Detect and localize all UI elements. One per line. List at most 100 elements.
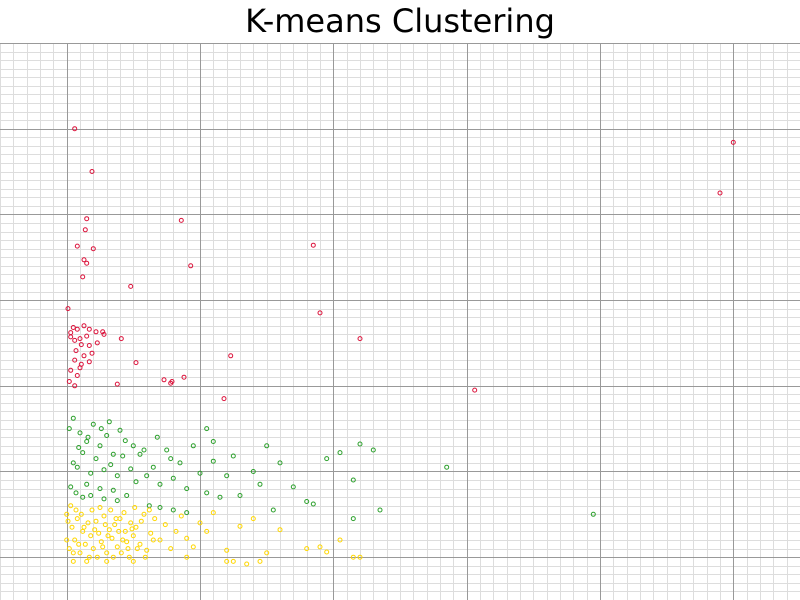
data-point (70, 325, 76, 330)
data-point (217, 494, 223, 500)
data-point (70, 558, 76, 564)
data-point (717, 190, 723, 196)
data-point (93, 329, 99, 335)
data-point (114, 498, 120, 504)
data-point (102, 522, 108, 528)
data-point (70, 550, 76, 556)
data-point (137, 541, 143, 547)
data-point (65, 518, 71, 524)
data-point (210, 510, 216, 516)
data-point (224, 473, 230, 479)
data-point (66, 379, 72, 384)
data-point (148, 530, 154, 536)
data-point (230, 558, 236, 564)
data-point (224, 547, 230, 553)
data-point (150, 537, 156, 543)
data-point (73, 507, 79, 513)
data-point (197, 520, 203, 526)
data-point (324, 456, 330, 462)
data-point (337, 537, 343, 543)
data-point (77, 336, 83, 342)
data-point (152, 516, 158, 522)
data-point (126, 554, 132, 560)
data-point (88, 470, 94, 476)
data-point (84, 333, 90, 339)
data-point (197, 470, 203, 476)
data-point (184, 535, 190, 541)
data-point (472, 387, 478, 393)
data-point (317, 310, 323, 316)
data-point (82, 227, 88, 233)
data-point (168, 456, 174, 462)
data-point (78, 342, 84, 348)
data-point (130, 558, 136, 564)
data-point (92, 527, 98, 533)
data-point (97, 443, 103, 449)
data-point (101, 331, 107, 337)
data-point (230, 453, 236, 459)
data-point (105, 533, 111, 539)
data-point (77, 430, 83, 436)
data-point (270, 507, 276, 513)
data-point (164, 447, 170, 453)
data-point (137, 451, 143, 457)
chart-title: K-means Clustering (245, 2, 555, 40)
data-point (120, 453, 126, 459)
data-point (80, 274, 86, 280)
data-point (97, 505, 103, 510)
data-point (72, 337, 78, 343)
data-points (64, 126, 736, 567)
data-point (210, 458, 216, 464)
data-point (444, 464, 450, 470)
data-point (77, 365, 83, 371)
data-point (181, 374, 187, 380)
data-point (124, 539, 130, 545)
cluster-2-series (64, 503, 363, 567)
data-point (128, 520, 134, 526)
data-point (169, 379, 175, 384)
data-point (101, 496, 107, 502)
data-point (100, 329, 106, 335)
data-point (72, 537, 78, 543)
data-point (370, 447, 376, 453)
data-point (74, 326, 80, 332)
data-point (210, 439, 216, 444)
cluster-1-series (66, 415, 596, 522)
data-point (142, 554, 148, 560)
data-point (357, 441, 363, 447)
data-point (118, 550, 124, 556)
data-point (110, 487, 116, 493)
data-point (128, 466, 134, 472)
data-point (72, 383, 78, 389)
data-point (97, 486, 103, 492)
data-point (130, 533, 136, 539)
data-point (184, 554, 190, 560)
data-point (138, 518, 144, 524)
data-point (81, 323, 87, 329)
data-point (64, 537, 70, 543)
data-point (109, 535, 115, 541)
data-point (86, 343, 92, 348)
data-point (144, 547, 150, 553)
data-point (357, 336, 363, 342)
data-point (177, 460, 183, 466)
data-point (350, 554, 356, 560)
data-point (73, 490, 79, 496)
data-point (84, 439, 90, 444)
data-point (84, 558, 90, 564)
data-point (118, 336, 124, 342)
data-point (146, 507, 152, 513)
data-point (224, 558, 230, 564)
data-point (68, 503, 74, 509)
data-point (122, 438, 128, 444)
data-point (121, 510, 127, 516)
data-point (80, 450, 86, 456)
data-point (114, 381, 120, 387)
data-point (88, 493, 94, 498)
data-point (157, 537, 163, 543)
data-point (96, 530, 102, 536)
data-point (98, 426, 104, 432)
data-point (86, 359, 92, 365)
data-point (76, 445, 82, 450)
